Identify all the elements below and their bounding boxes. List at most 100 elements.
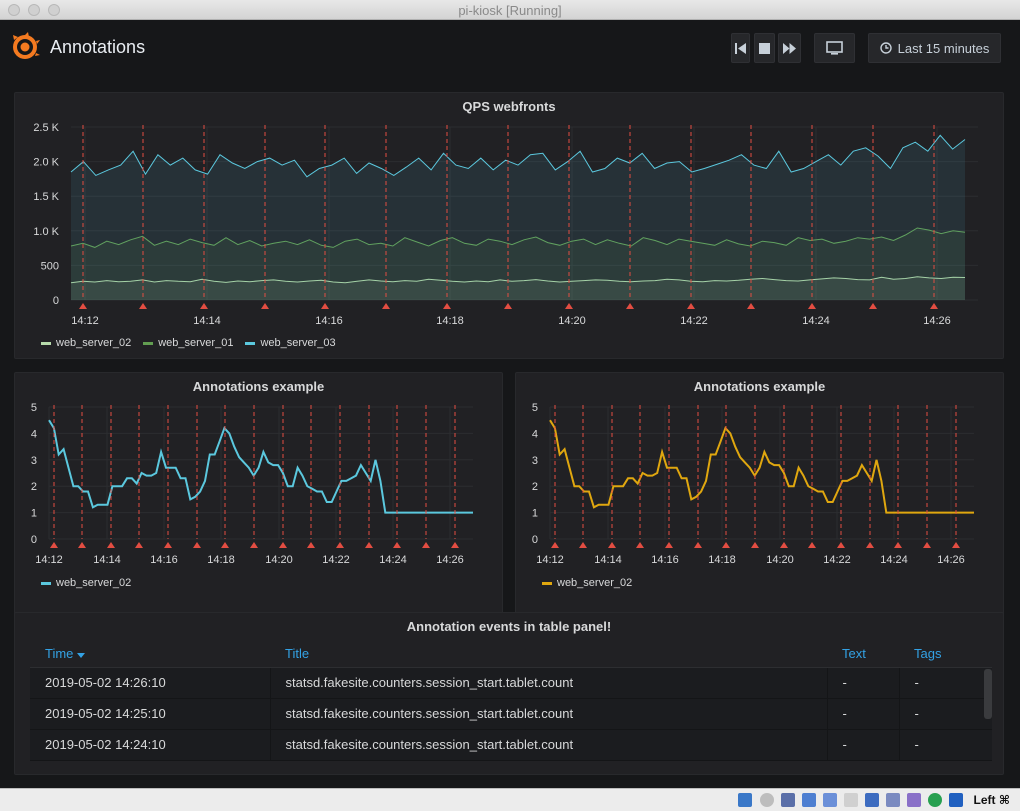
column-header-tags[interactable]: Tags bbox=[899, 641, 992, 668]
hard-disk-icon[interactable] bbox=[738, 793, 752, 807]
audio-icon[interactable] bbox=[781, 793, 795, 807]
annotation-marker bbox=[164, 542, 172, 548]
annotation-marker bbox=[50, 542, 58, 548]
network-icon[interactable] bbox=[802, 793, 816, 807]
shared-folders-icon[interactable] bbox=[844, 793, 858, 807]
stop-button[interactable] bbox=[754, 33, 775, 63]
legend-swatch bbox=[41, 341, 51, 345]
legend-label: web_server_01 bbox=[158, 337, 234, 349]
optical-drive-icon[interactable] bbox=[760, 793, 774, 807]
legend-label: web_server_02 bbox=[56, 337, 132, 349]
y-tick-label: 1 bbox=[532, 508, 538, 520]
x-tick-label: 14:12 bbox=[35, 554, 63, 566]
fast-forward-button[interactable] bbox=[778, 33, 801, 63]
cell-time: 2019-05-02 14:25:10 bbox=[30, 698, 270, 730]
annotation-marker bbox=[626, 303, 634, 309]
x-tick-label: 14:16 bbox=[150, 554, 178, 566]
virtualization-icon[interactable] bbox=[907, 793, 921, 807]
tv-monitor-icon bbox=[826, 41, 843, 55]
x-tick-label: 14:22 bbox=[680, 315, 708, 327]
annotation-marker bbox=[107, 542, 115, 548]
series-area-web-server-01 bbox=[71, 228, 965, 300]
x-tick-label: 14:24 bbox=[880, 554, 908, 566]
sort-desc-icon bbox=[77, 653, 86, 659]
video-capture-icon[interactable] bbox=[886, 793, 900, 807]
annotation-events-table-panel[interactable]: Annotation events in table panel! Time T… bbox=[14, 612, 1004, 775]
panel-title[interactable]: QPS webfronts bbox=[462, 99, 556, 114]
panel-title[interactable]: Annotations example bbox=[693, 379, 826, 394]
table-row[interactable]: 2019-05-02 14:26:10 statsd.fakesite.coun… bbox=[30, 667, 992, 699]
step-back-button[interactable] bbox=[731, 33, 750, 63]
qps-webfronts-panel[interactable]: QPS webfronts 0 500 1.0 K 1.5 K 2.0 K 2.5 K 14… bbox=[14, 92, 1004, 359]
tv-mode-button[interactable] bbox=[814, 33, 855, 63]
column-header-title[interactable]: Title bbox=[270, 641, 827, 668]
annotation-marker bbox=[751, 542, 759, 548]
cell-time: 2019-05-02 14:24:10 bbox=[30, 729, 270, 761]
column-header-label: Time bbox=[45, 646, 74, 662]
y-tick-label: 0 bbox=[532, 534, 538, 546]
x-tick-label: 14:12 bbox=[536, 554, 564, 566]
x-tick-label: 14:26 bbox=[937, 554, 965, 566]
y-tick-label: 4 bbox=[31, 428, 37, 440]
annotation-marker bbox=[443, 303, 451, 309]
annotation-marker bbox=[393, 542, 401, 548]
x-tick-label: 14:20 bbox=[766, 554, 794, 566]
keyboard-capture-icon[interactable] bbox=[949, 793, 963, 807]
qps-legend: web_server_02 web_server_01 web_server_0… bbox=[41, 337, 336, 349]
cell-title: statsd.fakesite.counters.session_start.t… bbox=[269, 698, 827, 730]
window-zoom-button[interactable] bbox=[48, 4, 60, 16]
table-scrollbar[interactable] bbox=[984, 669, 992, 719]
legend-label: web_server_02 bbox=[56, 577, 132, 589]
panel-title[interactable]: Annotation events in table panel! bbox=[406, 619, 612, 634]
legend-swatch bbox=[41, 581, 51, 585]
column-header-text[interactable]: Text bbox=[827, 641, 899, 668]
window-minimize-button[interactable] bbox=[28, 4, 40, 16]
annotation-marker bbox=[365, 542, 373, 548]
annotation-marker bbox=[135, 542, 143, 548]
panel-title[interactable]: Annotations example bbox=[192, 379, 325, 394]
legend-item-web-server-02[interactable]: web_server_02 bbox=[41, 577, 131, 589]
qps-chart[interactable]: 0 500 1.0 K 1.5 K 2.0 K 2.5 K 14:12 14:14 14:16 1… bbox=[15, 93, 1003, 333]
cpu-icon[interactable] bbox=[928, 793, 942, 807]
annotation-marker bbox=[321, 303, 329, 309]
x-tick-label: 14:16 bbox=[651, 554, 679, 566]
table-scroll-area[interactable]: Time Title Text Tags 2019-05-02 14:26:10… bbox=[30, 641, 992, 775]
grafana-app: Annotations Last 15 minutes QPS webfront… bbox=[0, 20, 1020, 788]
cell-tags: - bbox=[898, 729, 992, 761]
annotations-example-panel-left[interactable]: Annotations example 0 1 2 3 4 5 14:12 14:14 14:1… bbox=[14, 372, 503, 619]
annotation-marker bbox=[261, 303, 269, 309]
y-tick-label: 1 bbox=[31, 508, 37, 520]
y-tick-label: 5 bbox=[31, 402, 37, 414]
annotation-marker bbox=[808, 542, 816, 548]
series-line-web-server-02 bbox=[70, 276, 966, 284]
annotation-marker bbox=[923, 542, 931, 548]
annotation-marker bbox=[422, 542, 430, 548]
clock-icon bbox=[879, 42, 892, 54]
step-back-icon bbox=[735, 42, 746, 54]
y-tick-label: 2.5 K bbox=[33, 122, 59, 134]
host-key-label: Left ⌘ bbox=[973, 793, 1010, 807]
annotation-marker bbox=[780, 542, 788, 548]
annotations-example-panel-right[interactable]: Annotations example 0 1 2 3 4 5 14:12 14:14 14:1… bbox=[515, 372, 1004, 619]
table-row[interactable]: 2019-05-02 14:24:10 statsd.fakesite.coun… bbox=[30, 729, 992, 761]
x-tick-label: 14:18 bbox=[708, 554, 736, 566]
legend-item-web-server-02[interactable]: web_server_02 bbox=[542, 577, 632, 589]
window-close-button[interactable] bbox=[8, 4, 20, 16]
display-icon[interactable] bbox=[865, 793, 879, 807]
y-tick-label: 1.5 K bbox=[33, 191, 59, 203]
y-tick-label: 3 bbox=[532, 455, 538, 467]
legend-item-web-server-03[interactable]: web_server_03 bbox=[245, 337, 336, 349]
table-row[interactable]: 2019-05-02 14:25:10 statsd.fakesite.coun… bbox=[30, 698, 992, 730]
annotations-chart-left[interactable]: 0 1 2 3 4 5 14:12 14:14 14:16 14:18 14:20 14:22 14:2… bbox=[15, 373, 502, 578]
usb-icon[interactable] bbox=[823, 793, 837, 807]
y-tick-label: 5 bbox=[532, 402, 538, 414]
legend-item-web-server-02[interactable]: web_server_02 bbox=[41, 337, 131, 349]
column-header-time[interactable]: Time bbox=[30, 641, 270, 668]
grafana-logo-icon[interactable] bbox=[10, 32, 40, 62]
time-picker-button[interactable]: Last 15 minutes bbox=[868, 33, 1001, 63]
annotation-marker bbox=[608, 542, 616, 548]
legend-item-web-server-01[interactable]: web_server_01 bbox=[143, 337, 233, 349]
legend-swatch bbox=[542, 581, 552, 585]
dashboard-title[interactable]: Annotations bbox=[50, 37, 146, 57]
annotations-chart-right[interactable]: 0 1 2 3 4 5 14:12 14:14 14:16 14:18 14:20 14:22 14:2… bbox=[516, 373, 1003, 578]
